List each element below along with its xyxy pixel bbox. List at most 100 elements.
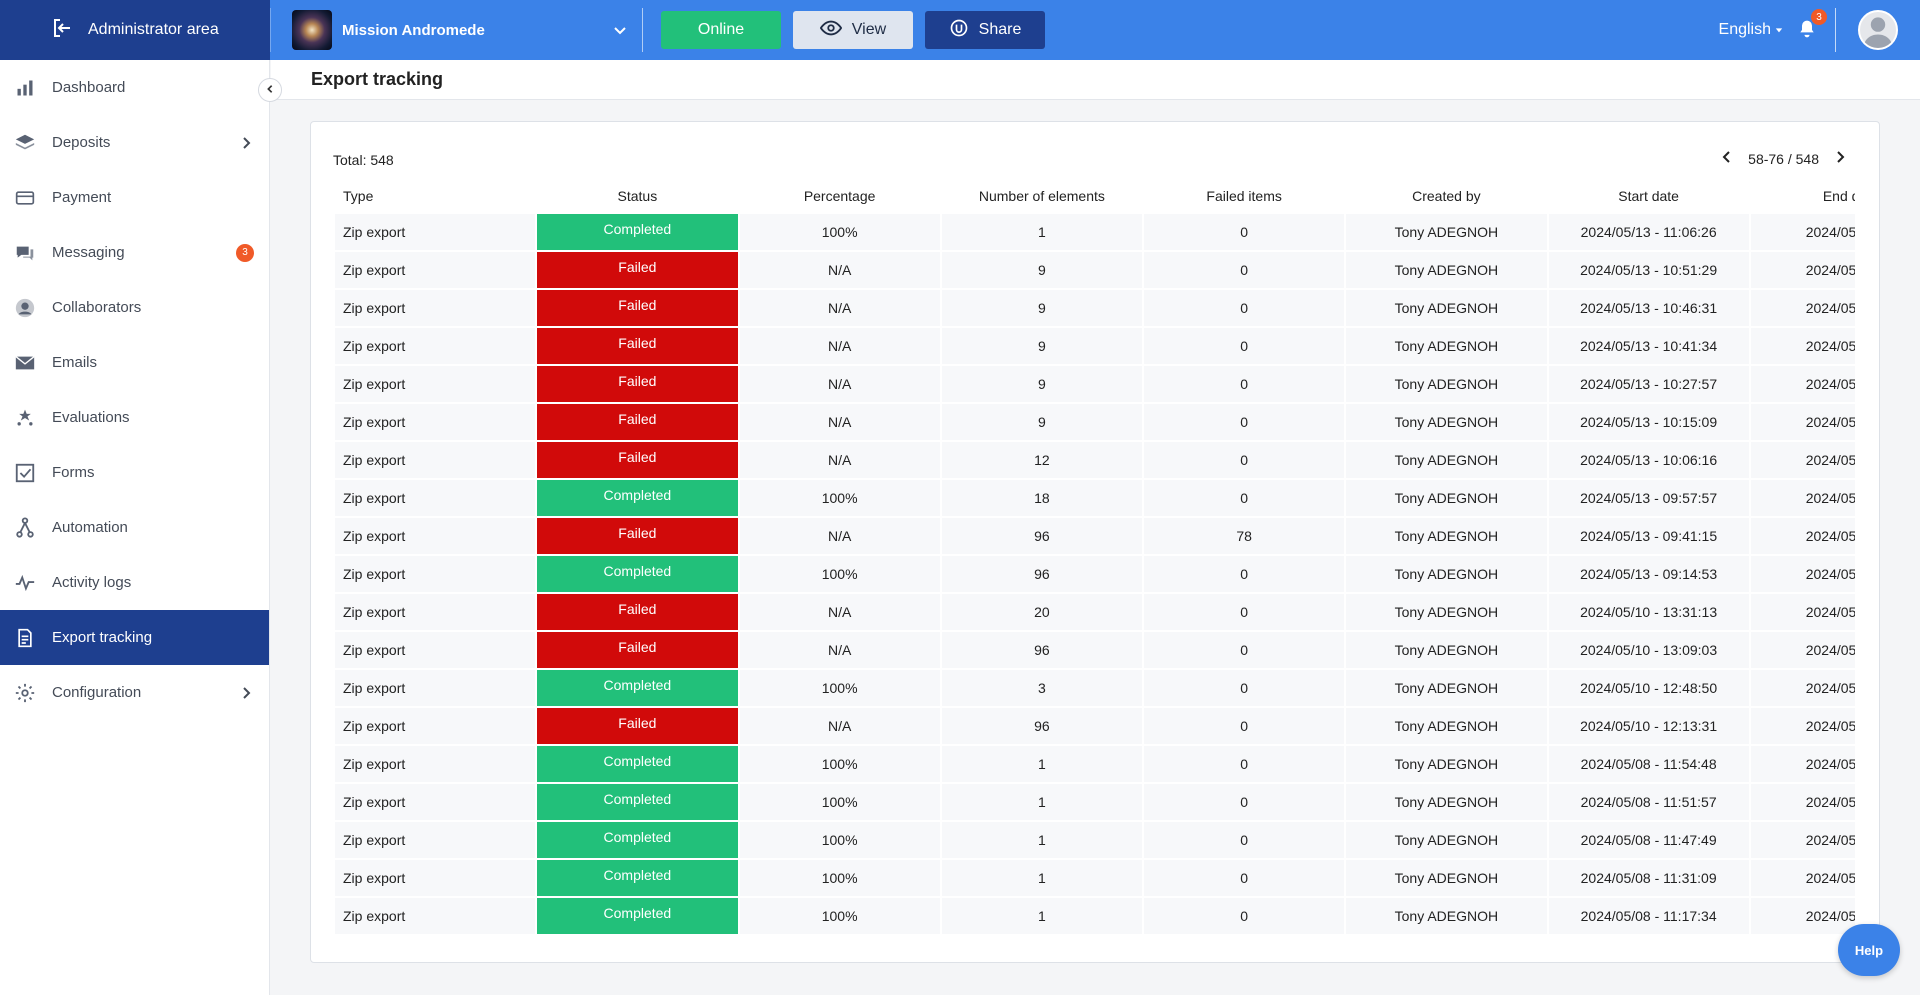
table-row[interactable]: Zip export Failed N/A 12 0 Tony ADEGNOH 2024/0… bbox=[335, 442, 1855, 478]
table-row[interactable]: Zip export Failed N/A 96 78 Tony ADEGNOH 2024/… bbox=[335, 518, 1855, 554]
table-cell: Zip export bbox=[335, 708, 536, 744]
table-container[interactable]: Type Status Percentage Number of elements Fa… bbox=[333, 178, 1855, 962]
online-button[interactable]: Online bbox=[661, 11, 781, 49]
column-header: End date bbox=[1822, 188, 1855, 204]
status-badge: Completed bbox=[537, 214, 738, 250]
export-table: Type Status Percentage Number of elements Fa… bbox=[333, 178, 1855, 936]
table-cell: 2024/05/13 - 10:46:31 bbox=[1548, 290, 1749, 326]
table-cell: 2024/05/08 - 1 bbox=[1750, 784, 1855, 820]
sidebar-item-dashboard[interactable]: Dashboard bbox=[0, 60, 269, 115]
table-row[interactable]: Zip export Failed N/A 20 0 Tony ADEGNOH 2024/0… bbox=[335, 594, 1855, 630]
table-cell: 2024/05/13 - 10:41:34 bbox=[1548, 328, 1749, 364]
table-row[interactable]: Zip export Completed 100% 1 0 Tony ADEGNOH 202… bbox=[335, 860, 1855, 896]
table-row[interactable]: Zip export Failed N/A 9 0 Tony ADEGNOH 2024/05… bbox=[335, 252, 1855, 288]
envelope-icon bbox=[14, 352, 36, 374]
status-badge: Completed bbox=[537, 556, 738, 592]
previous-page-button[interactable] bbox=[1720, 150, 1734, 167]
table-row[interactable]: Zip export Completed 100% 1 0 Tony ADEGNOH 202… bbox=[335, 898, 1855, 934]
table-cell: 9 bbox=[941, 404, 1142, 440]
administrator-area-link[interactable]: Administrator area bbox=[0, 0, 270, 60]
next-page-button[interactable] bbox=[1833, 150, 1847, 167]
sidebar-item-label: Automation bbox=[52, 519, 128, 536]
table-cell: 0 bbox=[1144, 404, 1345, 440]
table-row[interactable]: Zip export Failed N/A 9 0 Tony ADEGNOH 2024/05… bbox=[335, 366, 1855, 402]
sidebar-item-payment[interactable]: Payment bbox=[0, 170, 269, 225]
table-cell: 100% bbox=[739, 480, 940, 516]
table-cell: 2024/05/10 - 1 bbox=[1750, 670, 1855, 706]
table-cell: 96 bbox=[941, 556, 1142, 592]
table-cell: 2024/05/13 - 10:51:29 bbox=[1548, 252, 1749, 288]
status-badge: Completed bbox=[537, 898, 738, 934]
share-button[interactable]: Share bbox=[925, 11, 1045, 49]
language-selector[interactable]: English bbox=[1719, 21, 1783, 39]
help-button[interactable]: Help bbox=[1838, 924, 1900, 976]
sidebar-item-messaging[interactable]: Messaging 3 bbox=[0, 225, 269, 280]
table-cell: 2024/05/08 - 11:54:48 bbox=[1548, 746, 1749, 782]
sidebar-item-label: Activity logs bbox=[52, 574, 132, 591]
sidebar-item-label: Evaluations bbox=[52, 409, 130, 426]
table-row[interactable]: Zip export Failed N/A 96 0 Tony ADEGNOH 2024/0… bbox=[335, 708, 1855, 744]
table-row[interactable]: Zip export Completed 100% 96 0 Tony ADEGNOH 20… bbox=[335, 556, 1855, 592]
sidebar-item-label: Deposits bbox=[52, 134, 111, 151]
table-row[interactable]: Zip export Completed 100% 3 0 Tony ADEGNOH 202… bbox=[335, 670, 1855, 706]
bell-icon bbox=[1797, 20, 1817, 43]
sidebar-item-deposits[interactable]: Deposits bbox=[0, 115, 269, 170]
sidebar-item-label: Payment bbox=[52, 189, 112, 206]
table-cell: 2024/05/13 - 1 bbox=[1750, 518, 1855, 554]
table-row[interactable]: Zip export Failed N/A 96 0 Tony ADEGNOH 2024/0… bbox=[335, 632, 1855, 668]
layers-icon bbox=[14, 132, 36, 154]
avatar[interactable] bbox=[1858, 10, 1898, 50]
table-cell: N/A bbox=[739, 518, 940, 554]
status-badge: Failed bbox=[537, 366, 738, 402]
status-badge: Failed bbox=[537, 252, 738, 288]
sidebar-item-evaluations[interactable]: Evaluations bbox=[0, 390, 269, 445]
document-icon bbox=[14, 627, 36, 649]
table-row[interactable]: Zip export Failed N/A 9 0 Tony ADEGNOH 2024/05… bbox=[335, 404, 1855, 440]
table-cell: Zip export bbox=[335, 442, 536, 478]
sidebar-item-configuration[interactable]: Configuration bbox=[0, 665, 269, 720]
table-cell: 100% bbox=[739, 670, 940, 706]
sidebar-item-label: Messaging bbox=[52, 244, 125, 261]
notifications-button[interactable]: 3 bbox=[1797, 9, 1827, 43]
table-cell: 2024/05/08 - 1 bbox=[1750, 898, 1855, 934]
table-cell: 0 bbox=[1144, 708, 1345, 744]
sidebar-item-collaborators[interactable]: Collaborators bbox=[0, 280, 269, 335]
page-title-bar: Export tracking bbox=[271, 60, 1920, 100]
sidebar-item-forms[interactable]: Forms bbox=[0, 445, 269, 500]
table-row[interactable]: Zip export Failed N/A 9 0 Tony ADEGNOH 2024/05… bbox=[335, 290, 1855, 326]
sidebar-item-emails[interactable]: Emails bbox=[0, 335, 269, 390]
sidebar-item-label: Forms bbox=[52, 464, 95, 481]
top-right-controls: English 3 bbox=[1719, 0, 1920, 60]
table-cell: 3 bbox=[941, 670, 1142, 706]
table-cell: N/A bbox=[739, 404, 940, 440]
sidebar-item-export-tracking[interactable]: Export tracking bbox=[0, 610, 269, 665]
table-row[interactable]: Zip export Completed 100% 1 0 Tony ADEGNOH 202… bbox=[335, 746, 1855, 782]
mission-selector[interactable]: Mission Andromede bbox=[270, 8, 643, 52]
table-cell: 100% bbox=[739, 860, 940, 896]
table-row[interactable]: Zip export Completed 100% 18 0 Tony ADEGNOH 20… bbox=[335, 480, 1855, 516]
collapse-sidebar-button[interactable] bbox=[258, 78, 282, 102]
table-row[interactable]: Zip export Failed N/A 9 0 Tony ADEGNOH 2024/05… bbox=[335, 328, 1855, 364]
table-header-row: Type Status Percentage Number of elements Fa… bbox=[335, 180, 1855, 212]
table-cell: 2024/05/10 - 12:13:31 bbox=[1548, 708, 1749, 744]
table-cell: 9 bbox=[941, 328, 1142, 364]
table-cell: 0 bbox=[1144, 480, 1345, 516]
status-badge: Failed bbox=[537, 708, 738, 744]
table-cell: 2024/05/13 - 11:06:26 bbox=[1548, 214, 1749, 250]
help-label: Help bbox=[1854, 942, 1884, 958]
table-row[interactable]: Zip export Completed 100% 1 0 Tony ADEGNOH 202… bbox=[335, 214, 1855, 250]
table-cell: 0 bbox=[1144, 784, 1345, 820]
table-row[interactable]: Zip export Completed 100% 1 0 Tony ADEGNOH 202… bbox=[335, 784, 1855, 820]
status-badge: Failed bbox=[537, 404, 738, 440]
sidebar-item-activity-logs[interactable]: Activity logs bbox=[0, 555, 269, 610]
status-badge: Failed bbox=[537, 518, 738, 554]
table-cell: Zip export bbox=[335, 404, 536, 440]
view-button[interactable]: View bbox=[793, 11, 913, 49]
table-row[interactable]: Zip export Completed 100% 1 0 Tony ADEGNOH 202… bbox=[335, 822, 1855, 858]
column-header: Type bbox=[343, 188, 374, 204]
table-cell: Zip export bbox=[335, 594, 536, 630]
sidebar-item-automation[interactable]: Automation bbox=[0, 500, 269, 555]
table-cell: Tony ADEGNOH bbox=[1346, 860, 1547, 896]
table-cell: N/A bbox=[739, 594, 940, 630]
page-title: Export tracking bbox=[311, 69, 444, 89]
